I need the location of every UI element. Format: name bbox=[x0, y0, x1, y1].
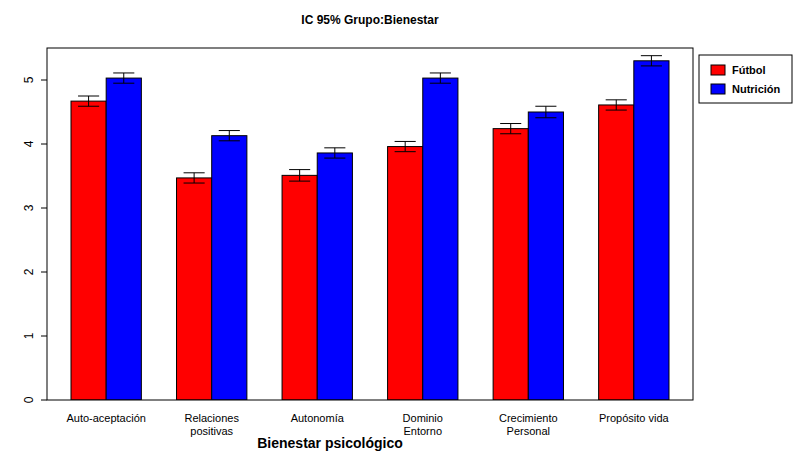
error-bar bbox=[78, 96, 99, 106]
legend-label: Nutrición bbox=[732, 83, 781, 95]
legend-box bbox=[699, 55, 792, 103]
legend: Fútbol Nutrición bbox=[699, 55, 792, 103]
bars bbox=[71, 56, 669, 400]
y-tick-label: 2 bbox=[22, 268, 36, 275]
bar bbox=[634, 61, 669, 400]
bar bbox=[106, 78, 141, 400]
y-tick-label: 0 bbox=[22, 396, 36, 403]
y-tick bbox=[41, 208, 47, 209]
y-tick-label: 5 bbox=[22, 76, 36, 83]
x-tick-label: Propósito vida bbox=[599, 412, 670, 424]
y-tick-label: 3 bbox=[22, 204, 36, 211]
legend-swatch bbox=[711, 84, 725, 94]
legend-label: Fútbol bbox=[732, 64, 766, 76]
legend-swatch bbox=[711, 65, 725, 75]
error-bar bbox=[184, 173, 205, 183]
x-axis-label: Bienestar psicológico bbox=[257, 435, 402, 451]
chart: 0 1 2 3 4 5 Auto-aceptación Relacionespositivas… bbox=[0, 0, 800, 460]
error-bar bbox=[395, 141, 416, 151]
error-bar bbox=[500, 124, 521, 134]
bar bbox=[212, 136, 247, 400]
y-tick bbox=[41, 272, 47, 273]
title: IC 95% Grupo:Bienestar bbox=[301, 13, 439, 27]
error-bar bbox=[430, 73, 451, 83]
x-tick-label: CrecimientoPersonal bbox=[499, 412, 558, 437]
bar bbox=[599, 105, 634, 400]
error-bar bbox=[113, 73, 134, 83]
error-bar bbox=[219, 131, 240, 141]
x-tick-label: DominioEntorno bbox=[403, 412, 443, 437]
y-tick bbox=[41, 144, 47, 145]
y-tick-label: 4 bbox=[22, 140, 36, 147]
bar bbox=[528, 112, 563, 400]
y-tick-label: 1 bbox=[22, 332, 36, 339]
bar bbox=[282, 175, 317, 400]
plot-frame bbox=[47, 48, 693, 400]
error-bar bbox=[289, 170, 310, 182]
error-bar bbox=[606, 100, 627, 110]
y-tick bbox=[41, 336, 47, 337]
bar bbox=[71, 101, 106, 400]
bar bbox=[388, 147, 423, 400]
x-tick-label: Autonomía bbox=[291, 412, 345, 424]
error-bar bbox=[641, 56, 662, 66]
bar bbox=[177, 178, 212, 400]
y-tick bbox=[41, 80, 47, 81]
y-tick bbox=[41, 400, 47, 401]
error-bar bbox=[535, 106, 556, 118]
x-tick-label: Relacionespositivas bbox=[184, 412, 239, 437]
error-bar bbox=[324, 148, 345, 158]
bar bbox=[423, 78, 458, 400]
bar bbox=[317, 153, 352, 400]
bar bbox=[493, 129, 528, 400]
x-tick-label: Auto-aceptación bbox=[66, 412, 146, 424]
